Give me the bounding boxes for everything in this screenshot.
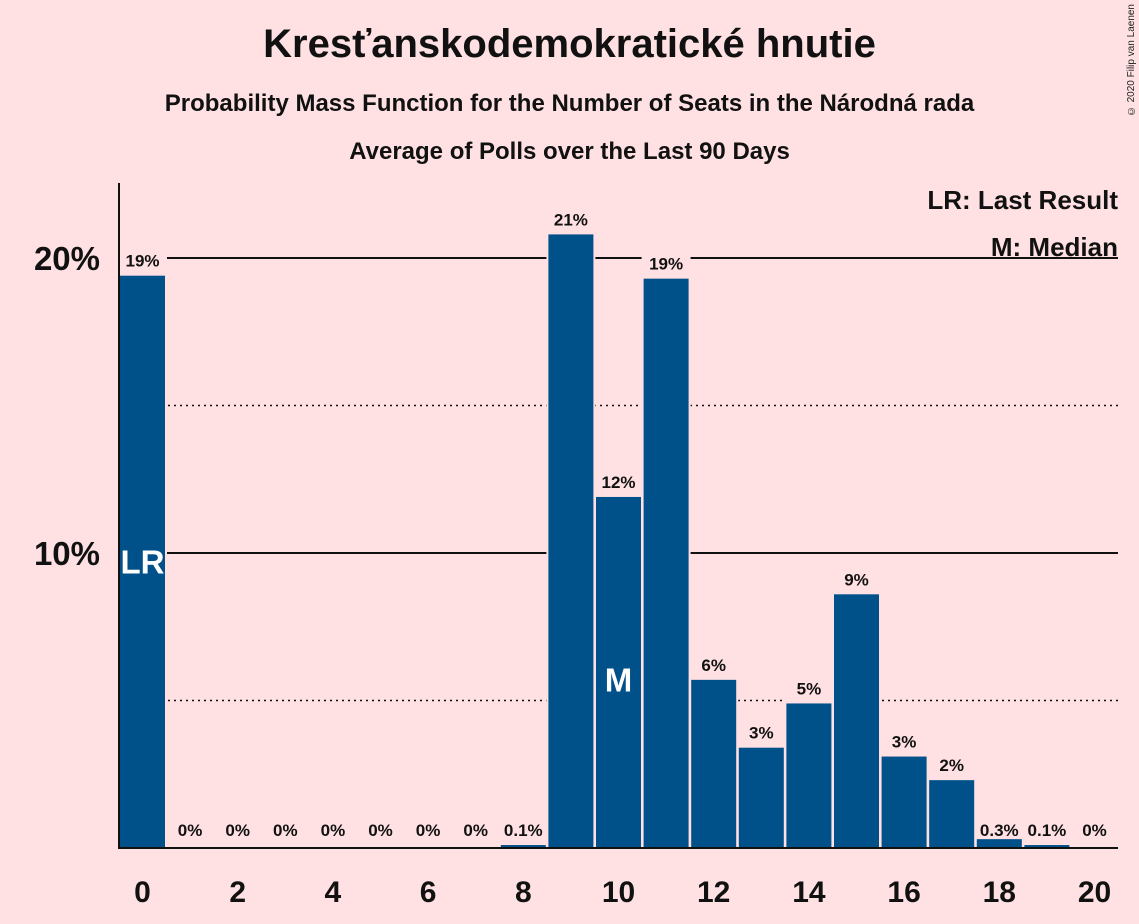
bar-seat-14	[786, 703, 832, 848]
y-tick-label: 10%	[34, 535, 100, 572]
value-label: 0%	[368, 821, 393, 840]
value-label: 19%	[125, 252, 159, 271]
bar-seat-10	[596, 496, 641, 848]
bars	[118, 212, 1072, 848]
value-label: 3%	[892, 733, 917, 752]
legend: LR: Last Result M: Median	[927, 185, 1118, 262]
value-label: 0%	[463, 821, 488, 840]
x-tick-label: 18	[983, 876, 1016, 909]
value-label: 2%	[939, 756, 964, 775]
value-label: 21%	[554, 210, 588, 229]
bar-seat-8	[500, 845, 546, 848]
value-label: 0%	[225, 821, 250, 840]
value-label: 0%	[321, 821, 346, 840]
y-tick-label: 20%	[34, 240, 100, 277]
x-tick-label: 20	[1078, 876, 1111, 909]
bar-seat-17	[929, 780, 975, 848]
median-marker: M	[605, 662, 633, 699]
value-label: 0.1%	[504, 821, 543, 840]
value-label: 0%	[273, 821, 298, 840]
value-label: 0.1%	[1028, 821, 1067, 840]
bar-seat-0	[120, 275, 165, 848]
value-label: 3%	[749, 724, 774, 743]
value-label: 0%	[416, 821, 441, 840]
value-label: 19%	[649, 255, 683, 274]
x-tick-label: 0	[134, 876, 151, 909]
bar-seat-15	[834, 594, 879, 848]
x-tick-label: 12	[697, 876, 730, 909]
chart-subtitle-2: Average of Polls over the Last 90 Days	[349, 138, 790, 165]
bar-seat-12	[691, 679, 737, 848]
bar-seat-18	[976, 839, 1022, 848]
x-tick-label: 8	[515, 876, 532, 909]
value-label: 0%	[1082, 821, 1107, 840]
x-tick-label: 4	[325, 876, 342, 909]
value-label: 0%	[178, 821, 203, 840]
chart-subtitle: Probability Mass Function for the Number…	[164, 90, 975, 117]
x-tick-label: 14	[792, 876, 826, 909]
value-label: 6%	[701, 656, 726, 675]
x-tick-label: 10	[602, 876, 635, 909]
value-labels: 19% 0% 0% 0% 0% 0% 0% 0% 0.1% 21% 12% 19% 6% 3% 5% 9% 3%…	[121, 210, 1107, 840]
chart-title: Kresťanskodemokratické hnutie	[263, 22, 876, 66]
x-tick-label: 16	[887, 876, 920, 909]
legend-median: M: Median	[991, 232, 1118, 262]
bar-halo	[1022, 823, 1072, 848]
last-result-marker: LR	[121, 544, 165, 581]
value-label: 0.3%	[980, 821, 1019, 840]
x-tick-label: 6	[420, 876, 437, 909]
bar-seat-9	[548, 234, 594, 848]
legend-last-result: LR: Last Result	[927, 185, 1118, 215]
value-label: 12%	[601, 473, 635, 492]
bar-seat-19	[1024, 845, 1070, 848]
axes: 0 2 4 6 8 10 12 14 16 18 20 10% 20%	[34, 183, 1118, 909]
bar-seat-13	[738, 747, 784, 848]
value-label: 9%	[844, 570, 869, 589]
bar-seat-16	[881, 756, 927, 848]
x-tick-label: 2	[229, 876, 246, 909]
bar-halo	[498, 823, 548, 848]
bar-seat-11	[643, 278, 689, 848]
value-label: 5%	[797, 679, 822, 698]
